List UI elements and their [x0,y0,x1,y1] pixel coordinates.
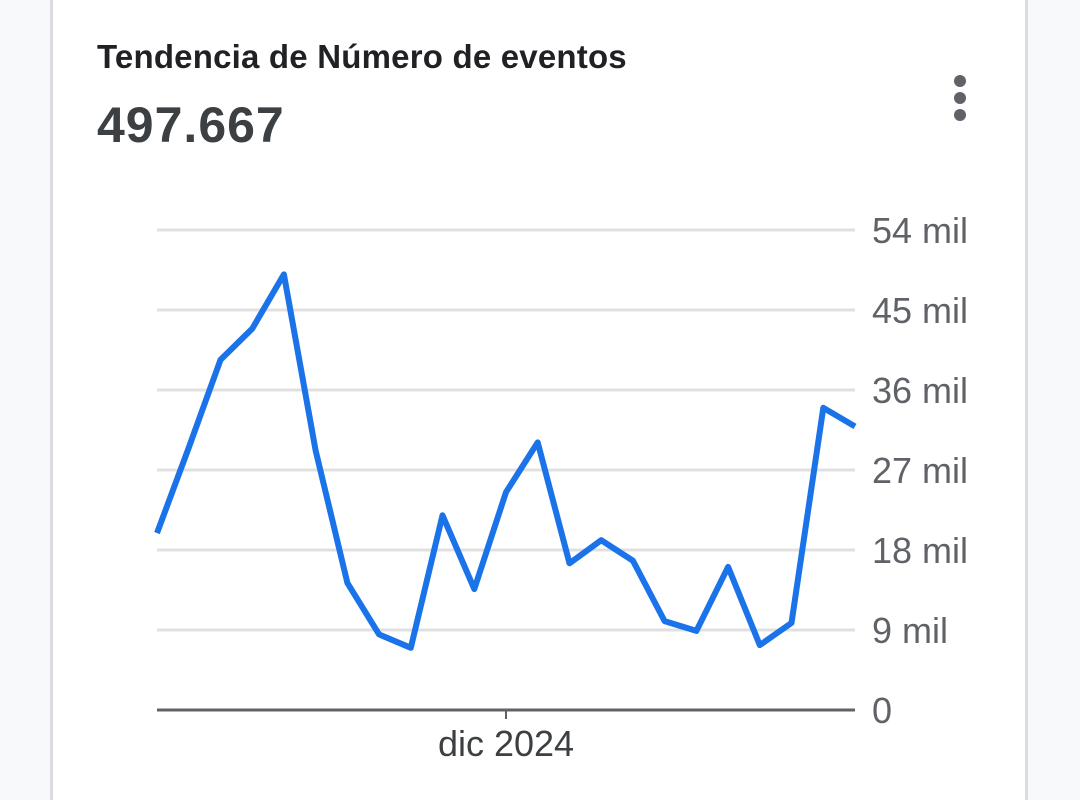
y-tick-label: 36 mil [872,370,968,411]
series-line [154,271,857,651]
more-vert-icon-dot [954,92,966,104]
y-tick-label: 9 mil [872,610,948,651]
y-tick-label: 27 mil [872,450,968,491]
y-tick-label: 45 mil [872,290,968,331]
total-value: 497.667 [97,97,285,153]
y-tick-label: 0 [872,690,892,731]
gridlines [157,228,855,632]
more-vert-icon-dot [954,109,966,121]
y-axis-labels: 0 9 mil 18 mil 27 mil 36 mil 45 mil 54 mil [872,210,968,731]
chart-card [50,0,1028,800]
chart-title: Tendencia de Número de eventos [97,38,627,75]
x-axis-labels: dic 2024 [438,710,574,764]
x-tick-label: dic 2024 [438,723,574,764]
y-tick-label: 54 mil [872,210,968,251]
more-options-button[interactable] [946,70,974,126]
more-vert-icon [954,75,966,87]
line-chart: 0 9 mil 18 mil 27 mil 36 mil 45 mil 54 mil dic… [154,210,968,764]
y-tick-label: 18 mil [872,530,968,571]
